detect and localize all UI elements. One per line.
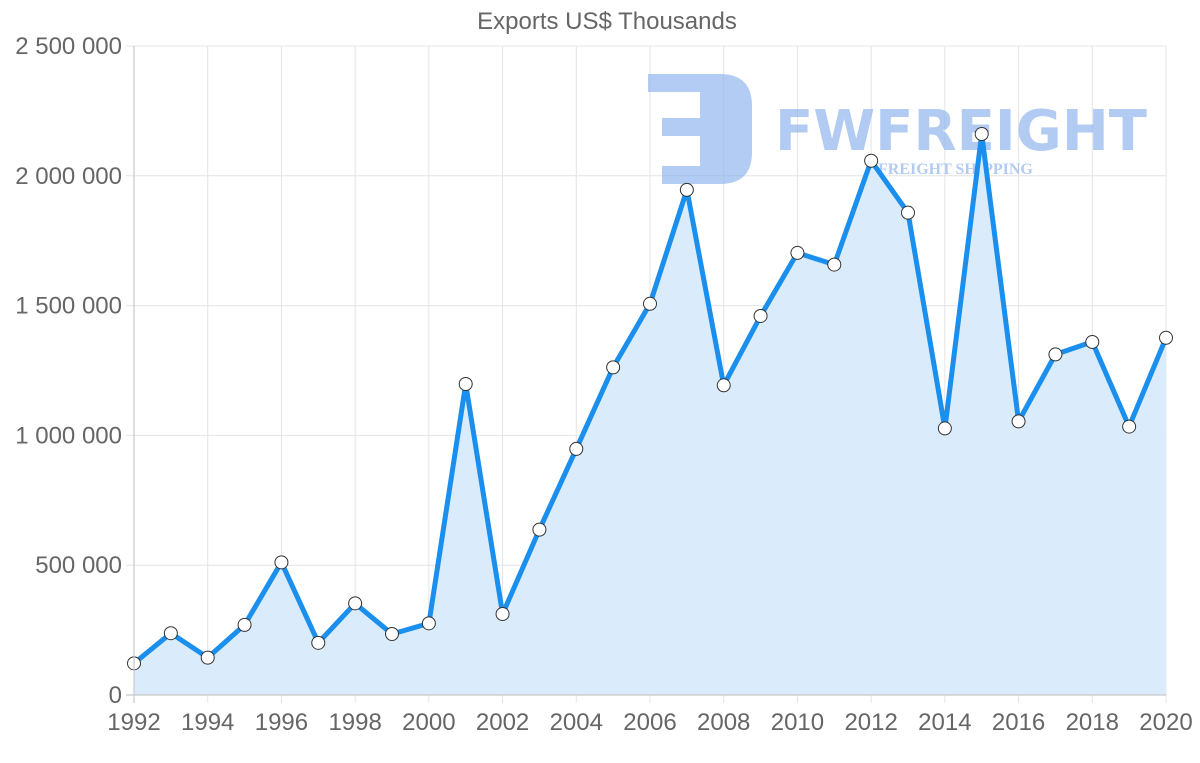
y-tick-label: 1 000 000 xyxy=(15,422,122,449)
data-point[interactable]: 2007: 1946000 xyxy=(679,182,694,197)
watermark-brand: FWFREIGHT xyxy=(775,99,1147,164)
watermark-logo-icon xyxy=(648,74,752,184)
x-tick-label: 2004 xyxy=(550,709,603,736)
data-point[interactable]: 1994: 144000 xyxy=(200,650,215,665)
data-point[interactable]: 2015: 2161000 xyxy=(974,127,989,142)
x-tick-label: 2018 xyxy=(1066,709,1119,736)
data-point[interactable]: 2012: 2058000 xyxy=(864,153,879,168)
data-point[interactable]: 1993: 238000 xyxy=(163,626,178,641)
x-tick-label: 1998 xyxy=(328,709,381,736)
data-point[interactable]: 2003: 637000 xyxy=(532,522,547,537)
data-point[interactable]: 2018: 1360000 xyxy=(1085,334,1100,349)
x-tick-label: 2006 xyxy=(623,709,676,736)
data-point[interactable]: 2014: 1027000 xyxy=(937,421,952,436)
chart-title: Exports US$ Thousands xyxy=(477,8,737,35)
x-tick-label: 2010 xyxy=(771,709,824,736)
watermark-tagline: FREIGHT SHIPPING xyxy=(878,161,1033,178)
x-tick-label: 1994 xyxy=(181,709,234,736)
x-tick-label: 2000 xyxy=(402,709,455,736)
data-point[interactable]: 2009: 1460000 xyxy=(753,308,768,323)
data-point[interactable]: 2010: 1703000 xyxy=(790,245,805,260)
x-tick-label: 2020 xyxy=(1139,709,1192,736)
data-point[interactable]: 1995: 270000 xyxy=(237,617,252,632)
y-tick-label: 500 000 xyxy=(35,552,122,579)
data-point[interactable]: 2020: 1376000 xyxy=(1159,330,1173,345)
data-point[interactable]: 1999: 235000 xyxy=(385,626,399,641)
x-tick-label: 1992 xyxy=(107,709,160,736)
y-tick-label: 2 000 000 xyxy=(15,163,122,190)
x-axis: 1992 1994 1996 1998 2000 2002 2004 2006 2008 2010… xyxy=(107,694,1193,736)
x-tick-label: 2014 xyxy=(918,709,971,736)
x-tick-label: 2008 xyxy=(697,709,750,736)
data-point[interactable]: 2008: 1193000 xyxy=(716,378,731,393)
data-point[interactable]: 2011: 1658000 xyxy=(827,257,842,272)
data-point[interactable]: 2019: 1034000 xyxy=(1122,419,1137,434)
data-point[interactable]: 1997: 201000 xyxy=(311,635,326,650)
y-tick-label: 2 500 000 xyxy=(15,33,122,60)
watermark-logo: FWFREIGHT FREIGHT SHIPPING xyxy=(648,74,1147,184)
data-point[interactable]: 1996: 511000 xyxy=(274,555,289,570)
x-tick-label: 2002 xyxy=(476,709,529,736)
data-point[interactable]: 2002: 312000 xyxy=(495,607,510,622)
y-tick-label: 1 500 000 xyxy=(15,293,122,320)
data-point[interactable]: 2004: 948000 xyxy=(569,441,584,456)
data-point[interactable]: 2006: 1507000 xyxy=(643,296,657,311)
x-tick-label: 2012 xyxy=(844,709,897,736)
x-tick-label: 1996 xyxy=(255,709,308,736)
area-fill xyxy=(134,134,1166,695)
data-point[interactable]: 1998: 353000 xyxy=(348,596,363,611)
y-axis: 0 500 000 1 000 000 1 500 000 2 000 000 2 500… xyxy=(15,33,135,709)
y-tick-label: 0 xyxy=(109,682,122,709)
data-point[interactable]: 2001: 1198000 xyxy=(458,376,473,391)
x-tick-label: 2016 xyxy=(992,709,1045,736)
data-point[interactable]: 2017: 1312000 xyxy=(1048,347,1063,362)
data-point[interactable]: 2016: 1054000 xyxy=(1011,414,1026,429)
data-point[interactable]: 2000: 276000 xyxy=(421,616,436,631)
data-point[interactable]: 2005: 1262000 xyxy=(606,360,621,375)
data-point[interactable]: 2013: 1858000 xyxy=(901,205,915,220)
data-points: 1992: 1220001993: 2380001994: 1440001995… xyxy=(127,127,1173,671)
